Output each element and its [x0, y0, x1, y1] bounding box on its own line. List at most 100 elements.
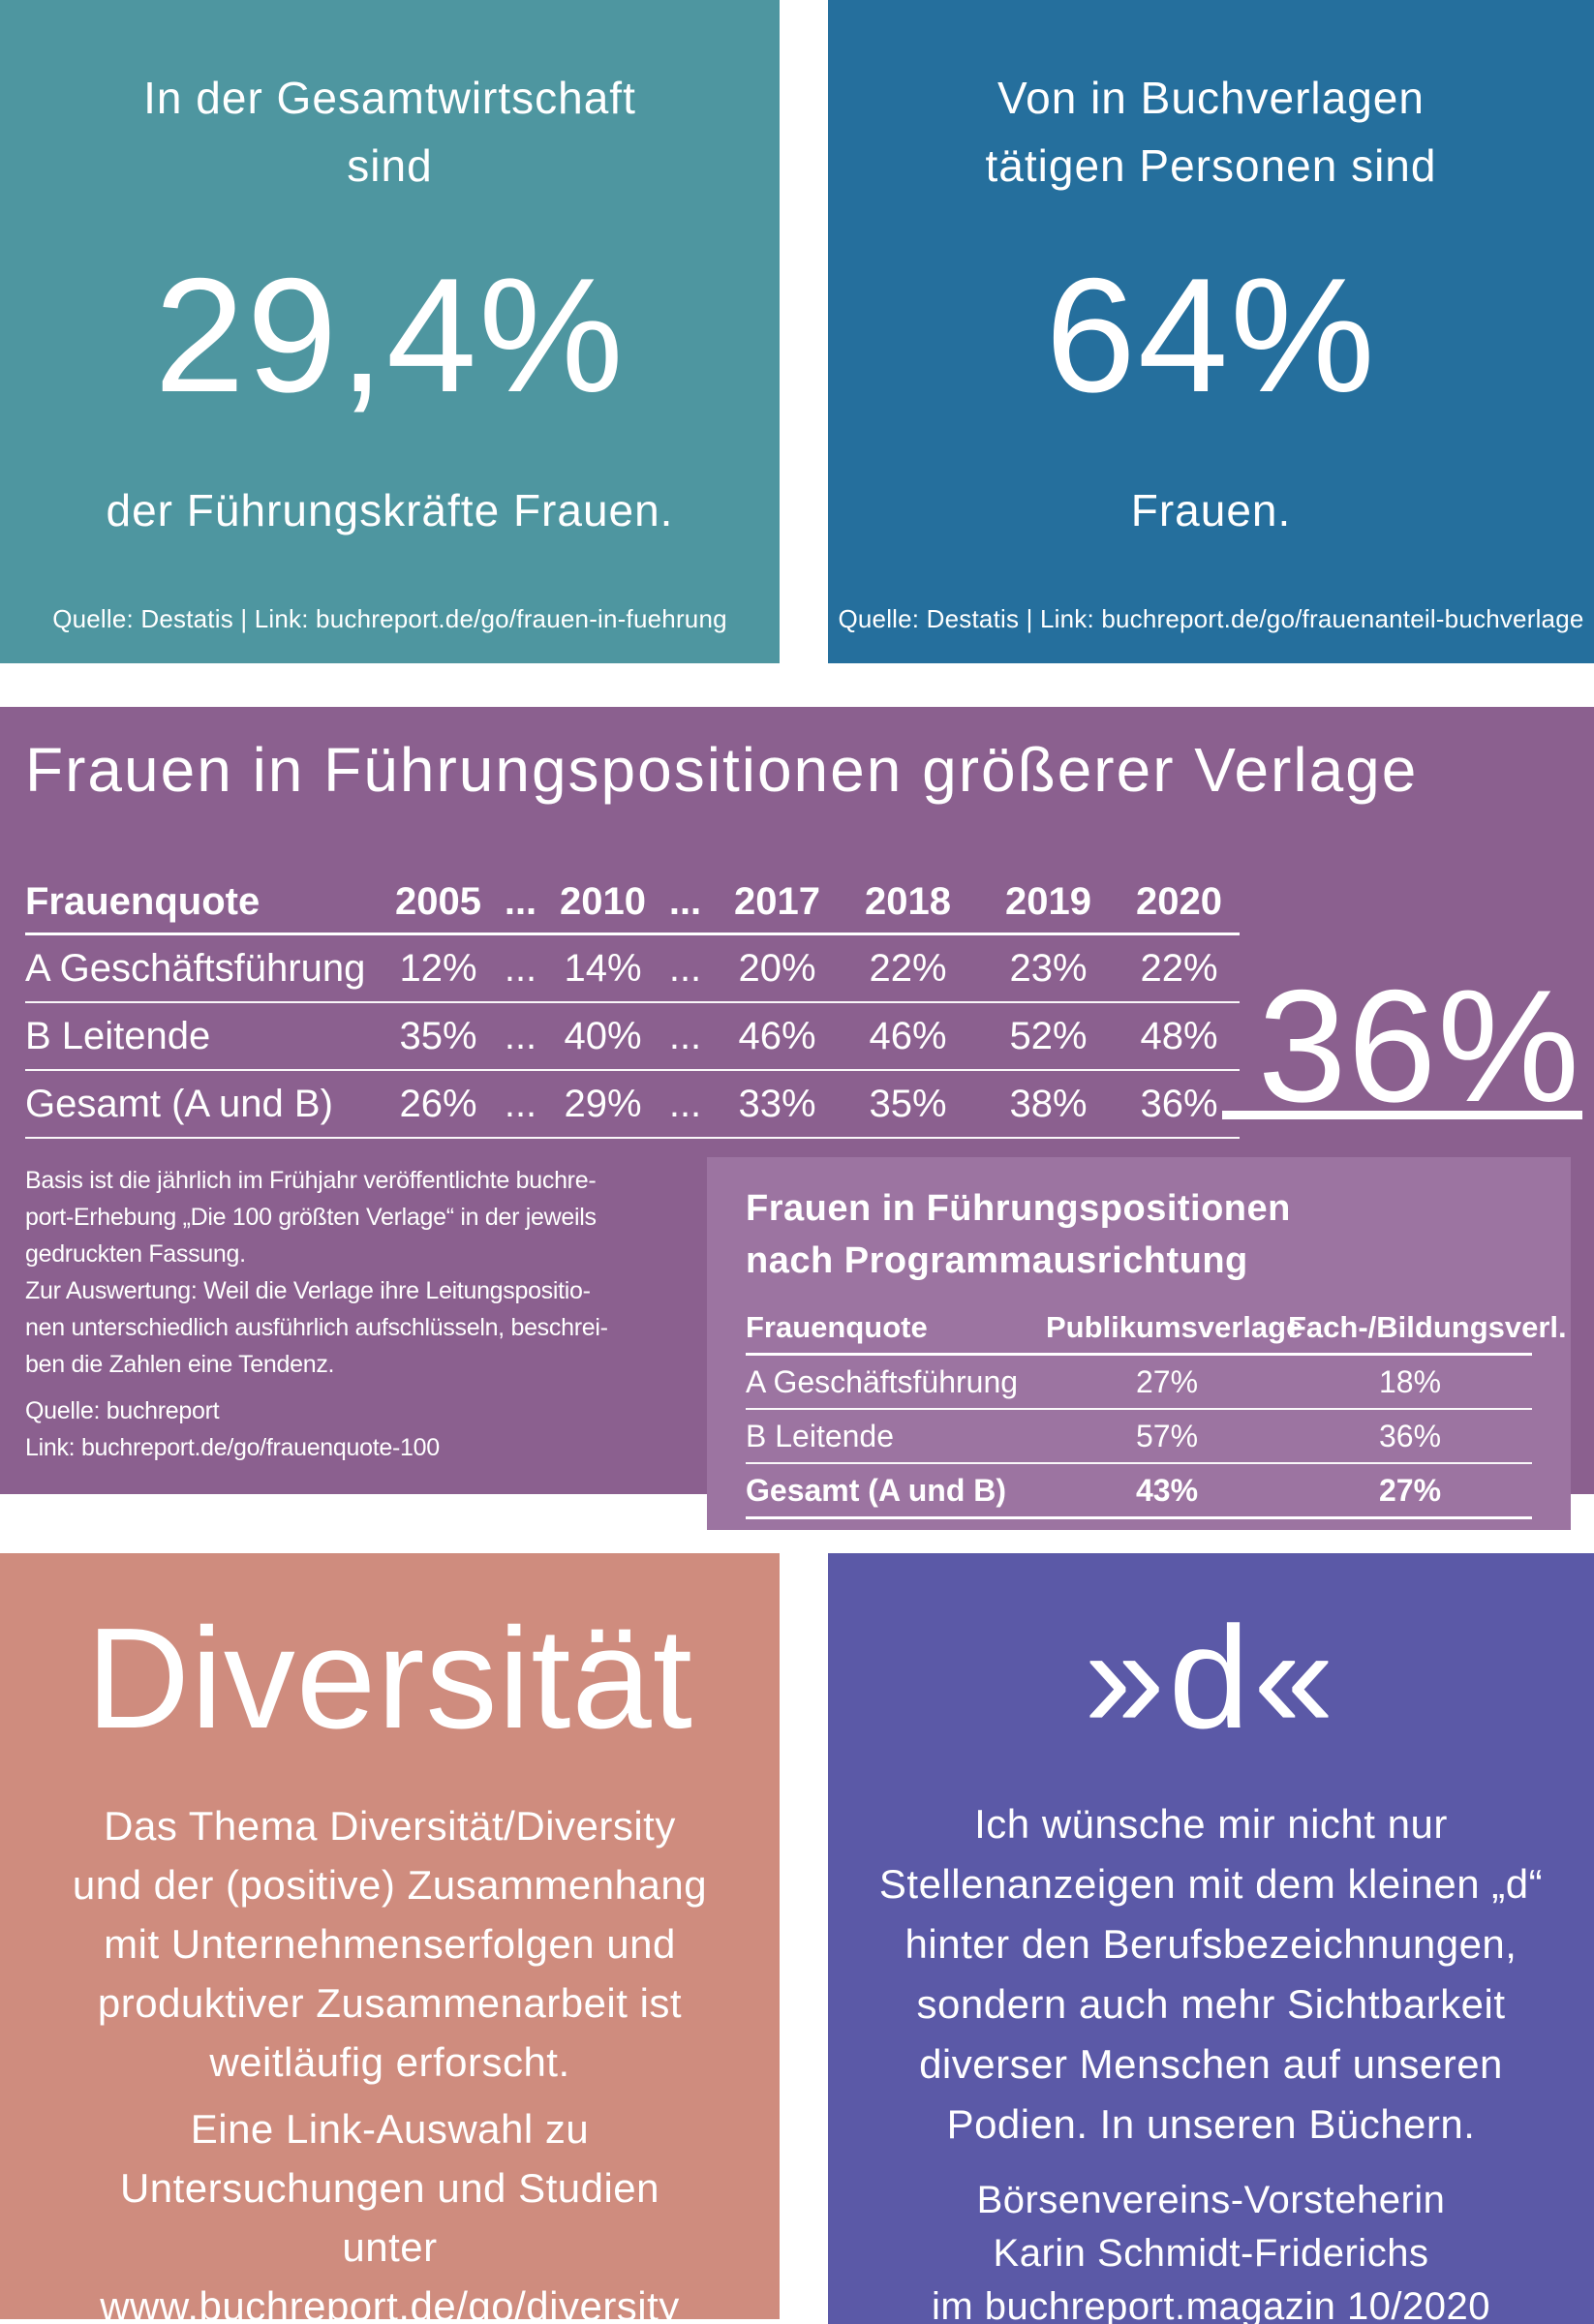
cell: ... [654, 933, 717, 1003]
col-frauenquote: Frauenquote [25, 871, 387, 935]
card-diversity: Diversität Das Thema Diversität/Diversit… [0, 1553, 780, 2324]
quote-line: Ich wünsche mir nicht nur [974, 1801, 1448, 1847]
program-title-line: Frauen in Führungspositionen [746, 1188, 1291, 1229]
cell: 52% [978, 1002, 1119, 1071]
cell: 14% [552, 933, 654, 1003]
cell: 40% [552, 1002, 654, 1071]
row-label: B Leitende [25, 1002, 387, 1071]
col-fach-bildungsverlage: Fach-/Bildungsverl. [1288, 1302, 1567, 1356]
leadership-table-header-row: Frauenquote 2005 ... 2010 ... 2017 2018 … [25, 871, 1240, 935]
row-label: Gesamt (A und B) [25, 1070, 387, 1139]
program-table-header-row: Frauenquote Publikumsverlage Fach-/Bildu… [746, 1302, 1567, 1356]
program-table: Frauenquote Publikumsverlage Fach-/Bildu… [746, 1302, 1567, 1519]
table-row-leitende: B Leitende 57% 36% [746, 1409, 1532, 1464]
panel-notes: Basis ist die jährlich im Frühjahr veröf… [25, 1162, 608, 1466]
cell: ... [489, 1002, 552, 1071]
panel-leadership: Frauen in Führungspositionen größerer Ve… [0, 707, 1594, 1494]
panel-title: Frauen in Führungspositionen größerer Ve… [25, 735, 1419, 805]
note-line: ben die Zahlen eine Tendenz. [25, 1351, 335, 1378]
publishers-source: Quelle: Destatis | Link: buchreport.de/g… [838, 604, 1584, 633]
card-quote: »d« Ich wünsche mir nicht nur Stellenanz… [828, 1553, 1594, 2324]
cell: 57% [1046, 1409, 1288, 1464]
panel-program: Frauen in Führungspositionen nach Progra… [707, 1157, 1571, 1530]
cell: 22% [1119, 933, 1240, 1003]
leadership-table: Frauenquote 2005 ... 2010 ... 2017 2018 … [25, 871, 1240, 1139]
cell: ... [654, 1002, 717, 1071]
quote-symbol-d: »d« [1084, 1596, 1338, 1758]
body-line: unter [342, 2224, 438, 2271]
row-label: A Geschäftsführung [746, 1354, 1046, 1410]
program-title: Frauen in Führungspositionen nach Progra… [746, 1182, 1532, 1287]
note-line: port-Erhebung „Die 100 größten Verlage“ … [25, 1204, 597, 1231]
publishers-outro: Frauen. [1130, 485, 1292, 535]
row-label: Gesamt (A und B) [746, 1463, 1046, 1519]
highlight-36-percent: 36% [1257, 957, 1580, 1135]
cell: 46% [838, 1002, 978, 1071]
row-label: A Geschäftsführung [25, 933, 387, 1003]
cell: ... [489, 1070, 552, 1139]
cell: 43% [1046, 1463, 1288, 1519]
body-line: Untersuchungen und Studien [119, 2165, 660, 2212]
cell: 20% [717, 933, 838, 1003]
cell: 27% [1288, 1463, 1532, 1519]
body-line: Das Thema Diversität/Diversity [104, 1803, 676, 1850]
quote-line: Podien. In unseren Büchern. [946, 2101, 1476, 2147]
cell: 36% [1288, 1409, 1532, 1464]
diversity-links-intro: Eine Link-Auswahl zu Untersuchungen und … [0, 2099, 780, 2277]
table-row-geschaeftsfuehrung: A Geschäftsführung 27% 18% [746, 1354, 1532, 1410]
col-dots: ... [654, 871, 717, 935]
cell: 12% [387, 933, 489, 1003]
note-line: Zur Auswertung: Weil die Verlage ihre Le… [25, 1277, 591, 1304]
col-2019: 2019 [978, 871, 1119, 935]
attribution-line: Karin Schmidt-Friderichs [993, 2232, 1429, 2275]
quote-line: diverser Menschen auf unseren [919, 2041, 1503, 2087]
economy-intro-line: In der Gesamtwirtschaft [143, 73, 636, 123]
cell: 18% [1288, 1354, 1532, 1410]
cell: 26% [387, 1070, 489, 1139]
col-2018: 2018 [838, 871, 978, 935]
table-row-gesamt: Gesamt (A und B) 26% ... 29% ... 33% 35%… [25, 1070, 1240, 1139]
attribution-line: im buchreport.magazin 10/2020 [931, 2285, 1491, 2324]
economy-outro: der Führungskräfte Frauen. [106, 485, 674, 535]
diversity-title: Diversität [86, 1599, 693, 1758]
row-label: B Leitende [746, 1409, 1046, 1464]
cell: 27% [1046, 1354, 1288, 1410]
quote-line: Stellenanzeigen mit dem kleinen „d“ [878, 1861, 1544, 1907]
cell: ... [489, 933, 552, 1003]
table-row-gesamt: Gesamt (A und B) 43% 27% [746, 1463, 1532, 1519]
economy-source: Quelle: Destatis | Link: buchreport.de/g… [52, 604, 727, 633]
table-row-leitende: B Leitende 35% ... 40% ... 46% 46% 52% 4… [25, 1002, 1240, 1071]
card-publishers-stat: Von in Buchverlagen tätigen Personen sin… [828, 0, 1594, 663]
cell: 33% [717, 1070, 838, 1139]
panel-source: Quelle: buchreport [25, 1397, 220, 1424]
highlight-underline [1222, 1111, 1582, 1119]
cell: 29% [552, 1070, 654, 1139]
card-economy-stat: In der Gesamtwirtschaft sind 29,4% der F… [0, 0, 780, 663]
body-line: mit Unternehmenserfolgen und [104, 1921, 676, 1968]
economy-intro-line: sind [347, 140, 433, 191]
economy-intro: In der Gesamtwirtschaft sind [0, 64, 780, 199]
economy-value: 29,4% [154, 244, 626, 426]
cell: 22% [838, 933, 978, 1003]
diversity-body: Das Thema Diversität/Diversity und der (… [0, 1796, 780, 2092]
note-line: nen unterschiedlich ausführlich aufschlü… [25, 1314, 608, 1341]
cell: 38% [978, 1070, 1119, 1139]
diversity-url: www.buchreport.de/go/diversity [100, 2283, 680, 2324]
cell: 48% [1119, 1002, 1240, 1071]
publishers-value: 64% [1045, 244, 1377, 426]
publishers-intro: Von in Buchverlagen tätigen Personen sin… [828, 64, 1594, 199]
note-line: Basis ist die jährlich im Frühjahr veröf… [25, 1167, 597, 1194]
program-title-line: nach Programmausrichtung [746, 1240, 1248, 1281]
quote-body: Ich wünsche mir nicht nur Stellenanzeige… [828, 1794, 1594, 2155]
col-frauenquote: Frauenquote [746, 1302, 1046, 1356]
col-publikumsverlage: Publikumsverlage [1046, 1302, 1303, 1356]
col-2017: 2017 [717, 871, 838, 935]
cell: ... [654, 1070, 717, 1139]
attribution-line: Börsenvereins-Vorsteherin [976, 2179, 1446, 2221]
col-2010: 2010 [552, 871, 654, 935]
body-line: weitläufig erforscht. [209, 2039, 570, 2086]
body-line: und der (positive) Zusammenhang [72, 1862, 708, 1909]
note-line: gedruckten Fassung. [25, 1240, 246, 1268]
body-line: produktiver Zusammenarbeit ist [97, 1980, 683, 2027]
publishers-intro-line: tätigen Personen sind [985, 140, 1437, 191]
